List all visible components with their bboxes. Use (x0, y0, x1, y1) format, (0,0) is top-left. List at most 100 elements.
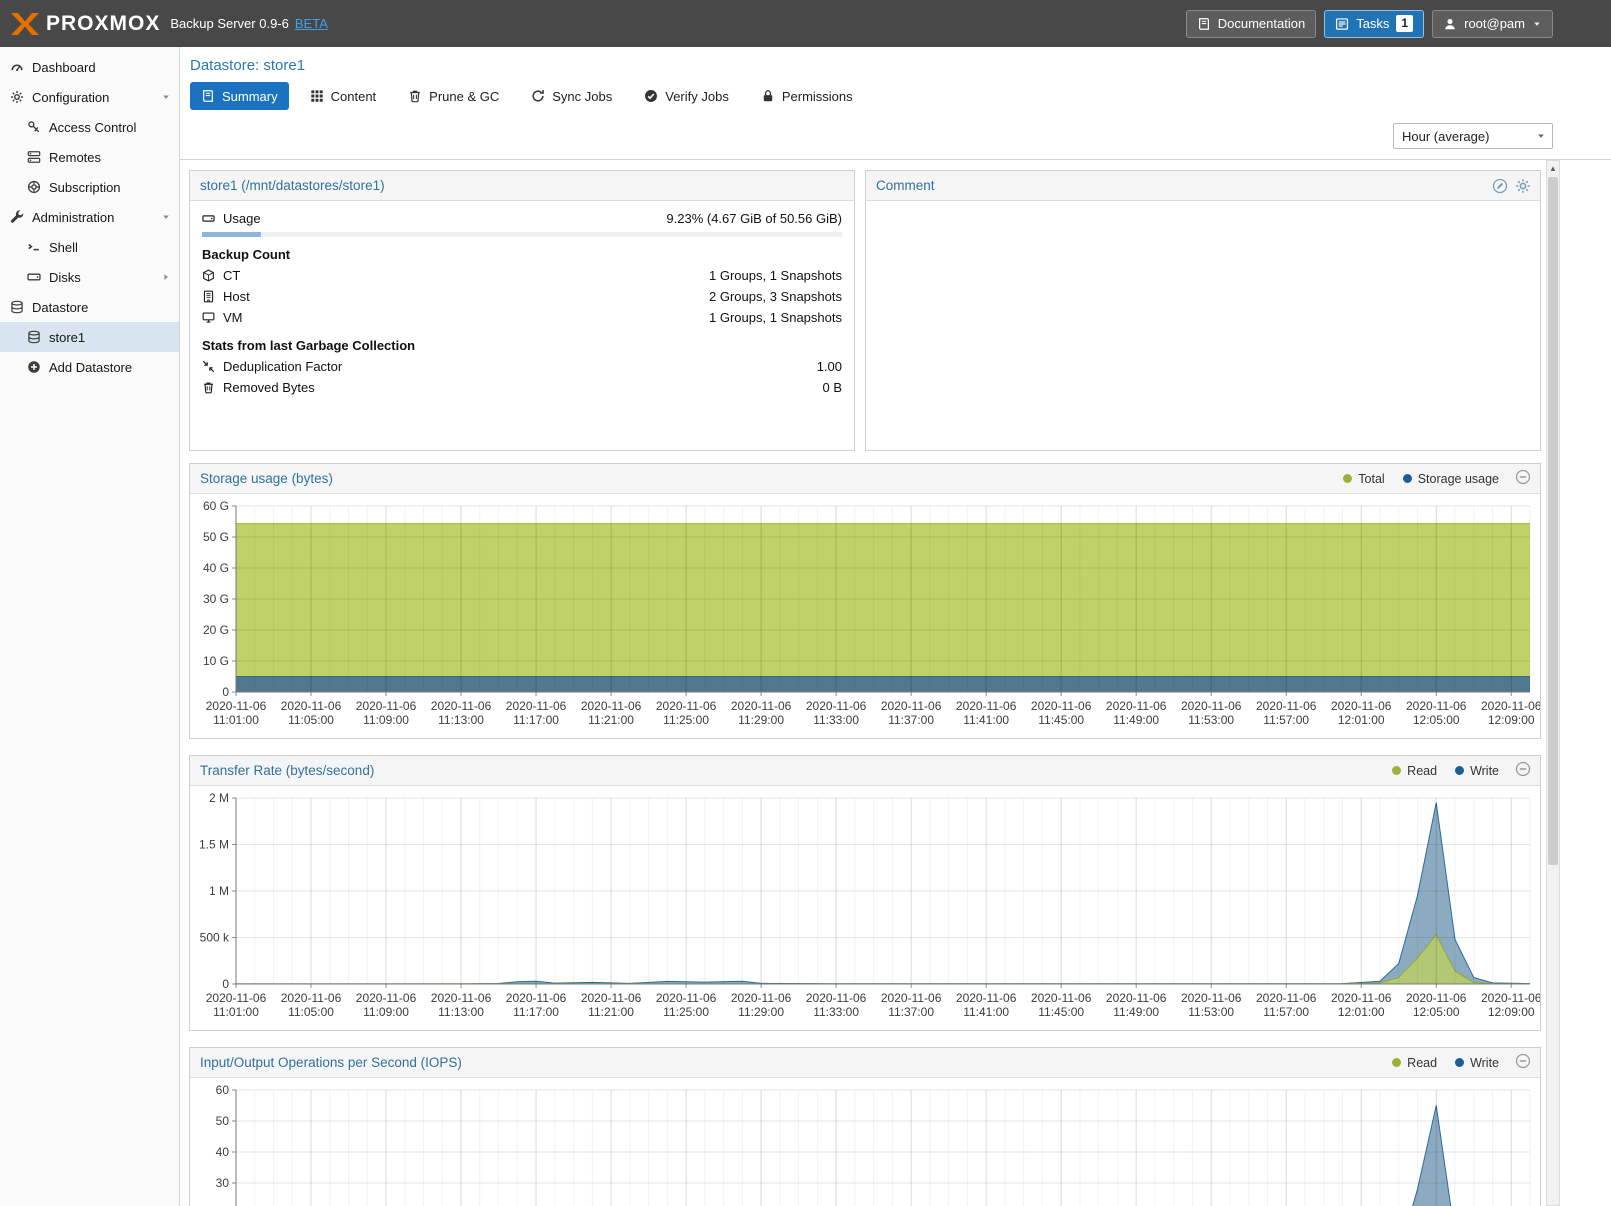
svg-text:11:05:00: 11:05:00 (288, 713, 334, 727)
documentation-button[interactable]: Documentation (1185, 9, 1317, 38)
svg-text:2020-11-06: 2020-11-06 (1406, 699, 1467, 713)
row-value: 1 Groups, 1 Snapshots (709, 268, 842, 283)
svg-text:2020-11-06: 2020-11-06 (506, 699, 567, 713)
svg-text:11:05:00: 11:05:00 (288, 1005, 334, 1019)
legend-item-read[interactable]: Read (1392, 764, 1437, 778)
user-icon (1443, 17, 1457, 31)
svg-text:0: 0 (222, 977, 229, 991)
sidebar-item-access-control[interactable]: Access Control (0, 112, 179, 142)
iops-chart: 2020-11-0611:01:002020-11-0611:05:002020… (190, 1078, 1540, 1206)
panel-title: store1 (/mnt/datastores/store1) (200, 178, 385, 193)
sidebar-item-subscription[interactable]: Subscription (0, 172, 179, 202)
legend-label: Write (1470, 1055, 1499, 1070)
sidebar-item-add-datastore[interactable]: Add Datastore (0, 352, 179, 382)
scrollbar-up-arrow[interactable]: ▲ (1549, 163, 1557, 173)
legend-item-write[interactable]: Write (1455, 1056, 1499, 1070)
legend-dot (1402, 474, 1412, 483)
sidebar-item-label: Remotes (49, 149, 102, 165)
chevron-down-icon[interactable] (161, 212, 171, 222)
sidebar-item-shell[interactable]: Shell (0, 232, 179, 262)
collapse-icon[interactable] (1515, 761, 1531, 777)
tab-content[interactable]: Content (299, 82, 388, 110)
terminal-icon (27, 240, 41, 254)
sync-icon (531, 89, 545, 103)
svg-text:0: 0 (222, 685, 229, 699)
svg-text:12:05:00: 12:05:00 (1413, 713, 1460, 727)
server-icon (27, 150, 41, 164)
sidebar-item-label: Administration (32, 209, 115, 225)
tab-label: Summary (222, 88, 278, 104)
svg-text:12:05:00: 12:05:00 (1413, 1005, 1460, 1019)
svg-text:11:09:00: 11:09:00 (363, 1005, 409, 1019)
legend-dot (1392, 766, 1402, 775)
svg-text:11:53:00: 11:53:00 (1188, 1005, 1234, 1019)
tab-sync-jobs[interactable]: Sync Jobs (520, 82, 623, 110)
sidebar-item-label: Configuration (32, 89, 110, 105)
svg-text:2020-11-06: 2020-11-06 (1106, 991, 1167, 1005)
svg-text:2020-11-06: 2020-11-06 (581, 699, 642, 713)
collapse-icon[interactable] (1515, 1053, 1531, 1069)
svg-text:11:49:00: 11:49:00 (1113, 713, 1159, 727)
sidebar-item-disks[interactable]: Disks (0, 262, 179, 292)
svg-text:2020-11-06: 2020-11-06 (956, 991, 1017, 1005)
edit-comment-icon[interactable] (1492, 178, 1508, 194)
legend-item-storage-usage[interactable]: Storage usage (1402, 472, 1499, 486)
legend-item-total[interactable]: Total (1343, 472, 1385, 486)
svg-text:2020-11-06: 2020-11-06 (806, 991, 867, 1005)
legend-dot (1343, 474, 1353, 483)
sidebar-item-remotes[interactable]: Remotes (0, 142, 179, 172)
svg-text:11:29:00: 11:29:00 (738, 1005, 784, 1019)
svg-text:2020-11-06: 2020-11-06 (656, 699, 717, 713)
svg-text:2020-11-06: 2020-11-06 (1256, 699, 1317, 713)
tab-label: Permissions (781, 88, 853, 104)
sidebar-item-configuration[interactable]: Configuration (0, 82, 179, 112)
sidebar-item-datastore[interactable]: Datastore (0, 292, 179, 322)
storage-usage-chart: 2020-11-06 11:01:00 2020-11-06 11:05:00 2020… (190, 494, 1540, 738)
sidebar-item-dashboard[interactable]: Dashboard (0, 52, 179, 82)
svg-text:12:09:00: 12:09:00 (1488, 1005, 1535, 1019)
legend-dot (1455, 766, 1465, 775)
hdd-icon (27, 270, 41, 284)
chevron-right-icon[interactable] (161, 272, 171, 282)
svg-text:11:01:00: 11:01:00 (213, 713, 259, 727)
beta-link[interactable]: BETA (294, 16, 328, 31)
svg-text:2020-11-06: 2020-11-06 (1481, 991, 1540, 1005)
scrollbar-thumb[interactable] (1548, 177, 1558, 865)
svg-text:30: 30 (216, 1176, 230, 1190)
row-value: 1 Groups, 1 Snapshots (709, 310, 842, 325)
user-label: root@pam (1464, 16, 1525, 31)
svg-text:2020-11-06: 2020-11-06 (206, 699, 267, 713)
backup-row-vm: VM 1 Groups, 1 Snapshots (202, 307, 842, 328)
combo-trigger[interactable] (1530, 131, 1552, 141)
tab-verify-jobs[interactable]: Verify Jobs (633, 82, 740, 110)
svg-text:11:25:00: 11:25:00 (663, 713, 709, 727)
panel-header: store1 (/mnt/datastores/store1) (190, 171, 854, 201)
tab-summary[interactable]: Summary (190, 82, 289, 110)
svg-text:2020-11-06: 2020-11-06 (1181, 991, 1242, 1005)
vertical-scrollbar[interactable]: ▲ (1546, 160, 1560, 1206)
proxmox-logo-icon (10, 12, 40, 36)
tab-label: Verify Jobs (665, 88, 729, 104)
legend-item-write[interactable]: Write (1455, 764, 1499, 778)
tab-permissions[interactable]: Permissions (750, 82, 864, 110)
svg-text:2020-11-06: 2020-11-06 (281, 991, 342, 1005)
row-label: Removed Bytes (223, 380, 315, 395)
tab-prune-gc[interactable]: Prune & GC (397, 82, 510, 110)
user-menu-button[interactable]: root@pam (1432, 9, 1553, 38)
svg-text:1 M: 1 M (209, 884, 229, 898)
sidebar-item-store1[interactable]: store1 (0, 322, 179, 352)
content-area: store1 (/mnt/datastores/store1) Usage 9.… (180, 160, 1611, 1206)
usage-progress-fill (202, 232, 262, 237)
collapse-icon[interactable] (1515, 469, 1531, 485)
sidebar-item-administration[interactable]: Administration (0, 202, 179, 232)
tasks-button[interactable]: Tasks 1 (1324, 9, 1425, 38)
legend-item-read[interactable]: Read (1392, 1056, 1437, 1070)
svg-text:11:57:00: 11:57:00 (1263, 1005, 1309, 1019)
chevron-down-icon[interactable] (161, 92, 171, 102)
gear-icon[interactable] (1515, 178, 1531, 194)
chevron-down-icon (1536, 131, 1546, 141)
timeframe-select[interactable]: Hour (average) (1393, 123, 1553, 149)
chevron-down-icon (1532, 19, 1542, 29)
brand-name: PROXMOX (46, 11, 161, 35)
svg-text:30 G: 30 G (203, 592, 229, 606)
